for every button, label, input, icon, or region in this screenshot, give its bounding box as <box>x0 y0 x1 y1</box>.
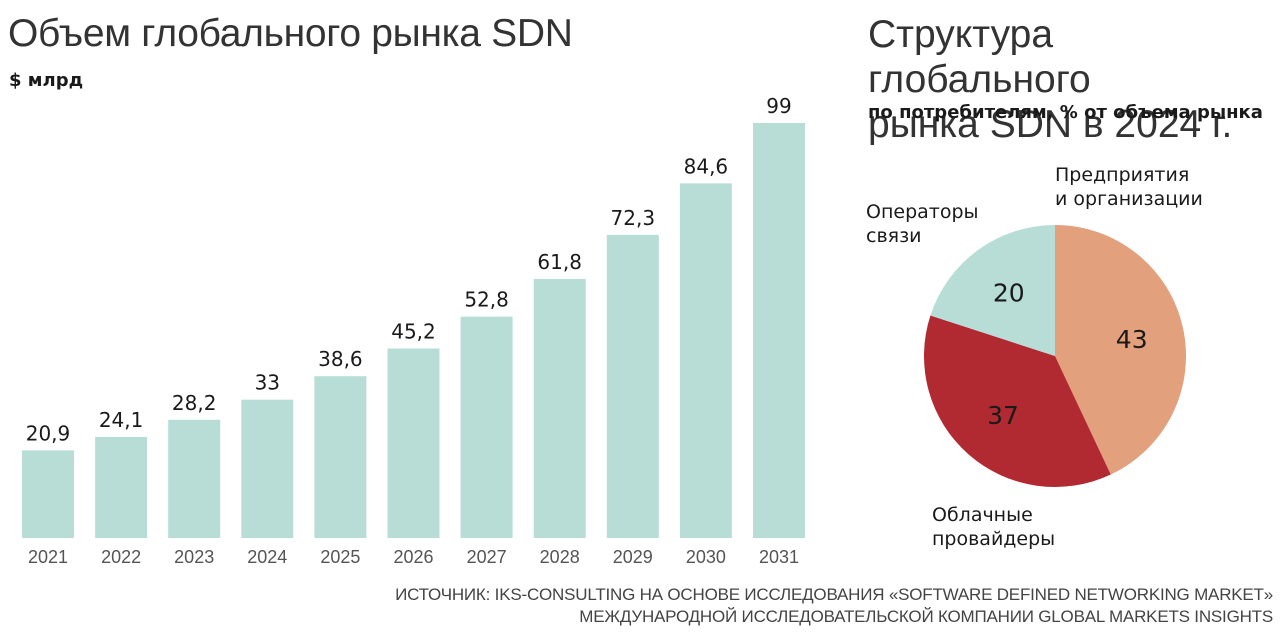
pie-label-cloud-line1: Облачные <box>932 504 1033 526</box>
bar-value-label: 61,8 <box>537 250 582 274</box>
x-tick-label: 2026 <box>393 547 433 567</box>
bar-2028 <box>533 278 586 538</box>
bar-chart-title: Объем глобального рынка SDN <box>8 12 573 55</box>
bar-value-label: 38,6 <box>318 347 363 371</box>
pie-chart-title-line2: рынка SDN в 2024 г. <box>868 103 1233 146</box>
pie-chart-title-line1: Структура глобального <box>868 13 1091 101</box>
x-tick-label: 2022 <box>101 547 141 567</box>
bar-2027 <box>460 316 513 538</box>
bar-2031 <box>753 122 805 538</box>
bar-2025 <box>314 376 367 538</box>
bar-value-label: 52,8 <box>464 288 509 312</box>
x-tick-label: 2024 <box>247 547 287 567</box>
pie-value-label: 37 <box>987 401 1019 430</box>
source-line1: ИСТОЧНИК: IKS-CONSULTING НА ОСНОВЕ ИССЛЕ… <box>395 585 1273 604</box>
pie-slice-enterprises <box>1055 225 1186 475</box>
source-note: ИСТОЧНИК: IKS-CONSULTING НА ОСНОВЕ ИССЛЕ… <box>395 584 1273 628</box>
x-tick-label: 2023 <box>174 547 214 567</box>
bar-value-label: 72,3 <box>611 206 656 230</box>
bar-value-label: 33 <box>255 371 280 395</box>
x-tick-label: 2029 <box>613 547 653 567</box>
bar-value-label: 20,9 <box>26 421 71 445</box>
pie-value-label: 20 <box>993 278 1025 307</box>
pie-value-label: 43 <box>1116 325 1148 354</box>
bar-value-label: 45,2 <box>391 320 436 344</box>
pie-chart: 43 37 20 <box>924 225 1186 488</box>
x-tick-label: 2027 <box>467 547 507 567</box>
x-tick-label: 2021 <box>28 547 68 567</box>
bar-value-label: 99 <box>766 94 791 118</box>
x-tick-label: 2028 <box>540 547 580 567</box>
pie-slice-operators <box>930 225 1055 356</box>
x-tick-label: 2031 <box>759 547 799 567</box>
bar-value-label: 84,6 <box>684 154 729 178</box>
pie-chart-subtitle: по потребителям, % от объема рынка <box>868 102 1263 123</box>
pie-label-cloud: Облачные провайдеры <box>932 503 1092 551</box>
bar-2022 <box>95 436 148 538</box>
bar-2023 <box>168 419 221 538</box>
bar-2030 <box>679 183 732 538</box>
bar-chart: 20,9 2021 24,1 2022 28,2 2023 33 2024 38,6 2025 45… <box>22 94 805 567</box>
bar-2021 <box>22 450 74 538</box>
pie-label-enterprises-line1: Предприятия <box>1055 164 1190 186</box>
pie-label-cloud-line2: провайдеры <box>932 528 1056 550</box>
source-line2: МЕЖДУНАРОДНОЙ ИССЛЕДОВАТЕЛЬСКОЙ КОМПАНИИ… <box>579 607 1273 626</box>
bar-value-label: 28,2 <box>172 391 217 415</box>
bar-2024 <box>241 399 294 538</box>
pie-label-operators: Операторы связи <box>866 200 1026 248</box>
bar-2029 <box>606 234 659 538</box>
pie-label-enterprises-line2: и организации <box>1055 188 1203 210</box>
pie-chart-title: Структура глобального рынка SDN в 2024 г… <box>868 12 1278 147</box>
bar-2026 <box>387 348 440 538</box>
bar-value-label: 24,1 <box>99 408 144 432</box>
pie-label-operators-line1: Операторы <box>866 201 979 223</box>
pie-slice-cloud <box>924 315 1111 488</box>
x-tick-label: 2030 <box>686 547 726 567</box>
bar-chart-unit-label: $ млрд <box>9 70 84 91</box>
pie-label-operators-line2: связи <box>866 225 922 247</box>
pie-label-enterprises: Предприятия и организации <box>1055 163 1215 211</box>
x-tick-label: 2025 <box>320 547 360 567</box>
